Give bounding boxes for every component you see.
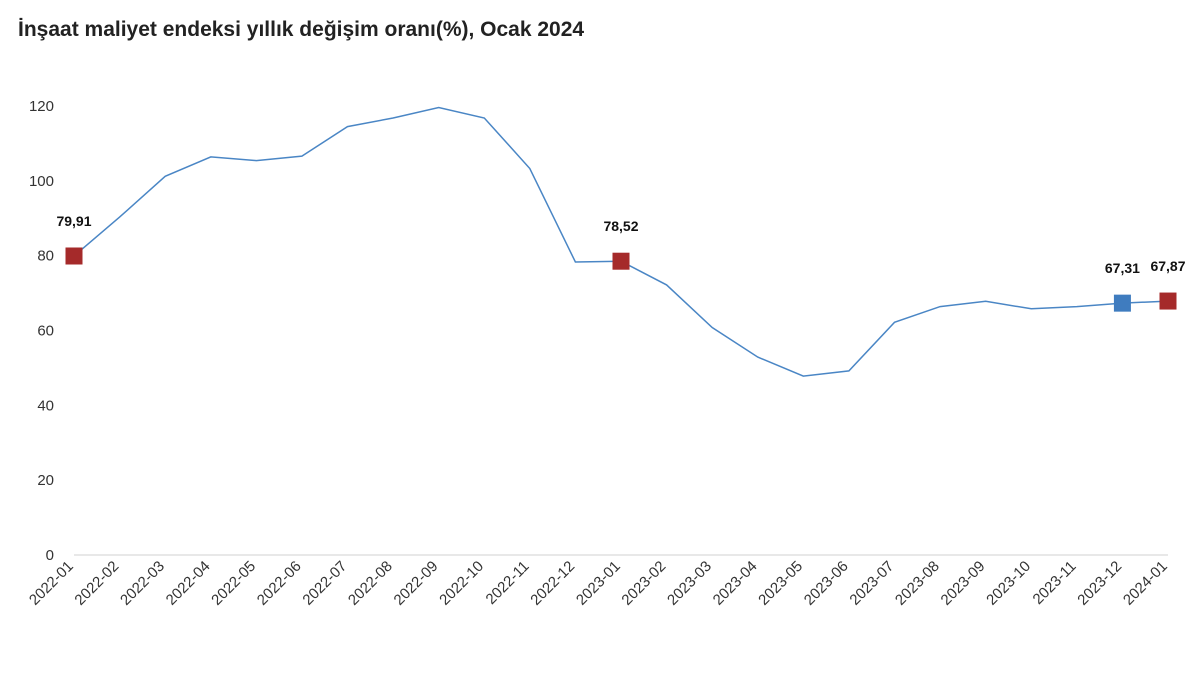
x-tick-label: 2022-05 <box>208 558 259 609</box>
x-tick-label: 2023-08 <box>892 558 943 609</box>
x-tick-label: 2022-11 <box>483 558 533 608</box>
x-tick-label: 2023-05 <box>755 558 806 609</box>
x-tick-label: 2023-09 <box>938 558 989 609</box>
data-label: 79,91 <box>56 213 91 229</box>
y-tick-label: 40 <box>37 397 54 414</box>
x-tick-label: 2022-09 <box>391 558 442 609</box>
x-tick-label: 2022-06 <box>254 558 305 609</box>
x-tick-label: 2022-03 <box>117 558 168 609</box>
x-tick-label: 2023-10 <box>983 558 1034 609</box>
data-point-marker <box>1159 292 1177 310</box>
x-tick-label: 2023-06 <box>801 558 852 609</box>
series-line <box>73 106 1169 377</box>
y-axis: 0 20 40 60 80 100 120 <box>29 98 54 564</box>
y-tick-label: 80 <box>37 248 54 265</box>
y-tick-label: 120 <box>29 98 54 115</box>
x-tick-label: 2022-04 <box>163 558 214 609</box>
x-tick-label: 2023-01 <box>573 558 624 609</box>
data-point-marker <box>65 247 83 265</box>
x-tick-label: 2022-01 <box>26 558 77 609</box>
chart-title: İnşaat maliyet endeksi yıllık değişim or… <box>18 18 585 41</box>
x-tick-label: 2022-12 <box>527 558 578 609</box>
x-tick-label: 2023-04 <box>710 558 761 609</box>
x-tick-label: 2022-10 <box>436 558 487 609</box>
y-tick-label: 20 <box>37 472 54 489</box>
x-tick-label: 2024-01 <box>1120 558 1171 609</box>
data-point-marker <box>1113 294 1131 312</box>
data-label: 67,87 <box>1150 258 1185 274</box>
series-group <box>73 106 1169 377</box>
x-tick-label: 2023-03 <box>664 558 715 609</box>
data-labels: 79,91 78,52 67,31 67,87 <box>56 213 1185 276</box>
highlight-markers <box>65 247 1177 312</box>
data-label: 78,52 <box>603 218 638 234</box>
y-tick-label: 0 <box>46 547 54 564</box>
data-point-marker <box>612 252 630 270</box>
x-axis: 2022-012022-022022-032022-042022-052022-… <box>26 554 1171 609</box>
x-tick-label: 2023-07 <box>846 558 897 609</box>
x-tick-label: 2022-08 <box>345 558 396 609</box>
x-tick-label: 2023-02 <box>618 558 669 609</box>
y-tick-label: 60 <box>37 323 54 340</box>
y-tick-label: 100 <box>29 173 54 190</box>
x-tick-label: 2022-07 <box>299 558 350 609</box>
data-label: 67,31 <box>1105 260 1140 276</box>
x-tick-label: 2022-02 <box>71 558 122 609</box>
x-tick-label: 2023-11 <box>1030 558 1080 608</box>
x-tick-label: 2023-12 <box>1074 558 1125 609</box>
